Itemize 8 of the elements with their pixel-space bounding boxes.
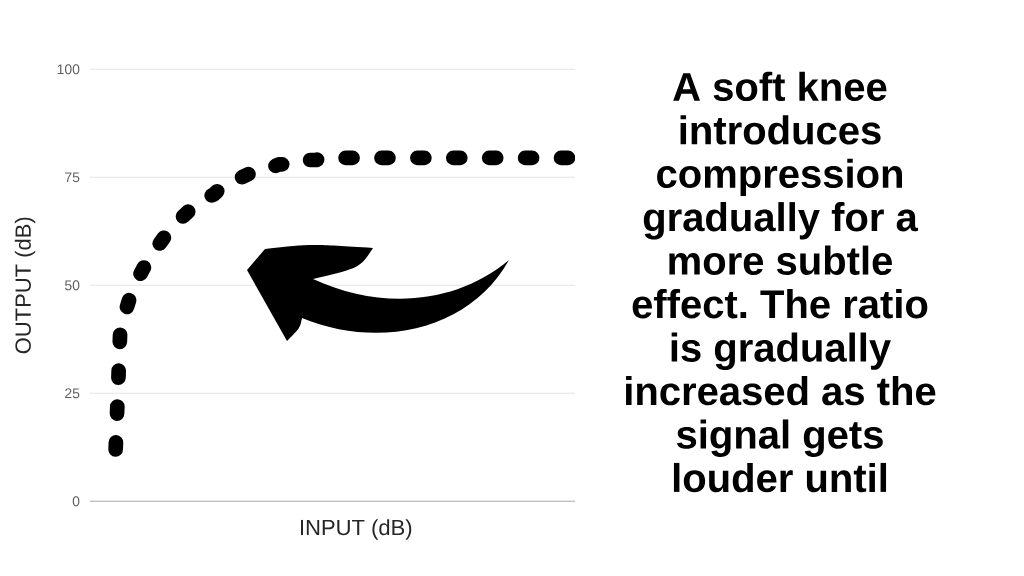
x-axis-title: INPUT (dB) [300,519,412,540]
y-axis-title: OUTPUT (dB) [14,217,36,354]
y-tick-label: 0 [72,496,80,507]
y-tick-label: 50 [64,280,80,291]
y-tick-label: 100 [57,64,80,75]
y-tick-label: 75 [65,172,80,183]
text: A soft knee introduces compression gradually for a more subtle effect. The ratio is gradually increased as the signal gets louder until [626,71,936,493]
y-tick-label: 25 [65,388,80,399]
